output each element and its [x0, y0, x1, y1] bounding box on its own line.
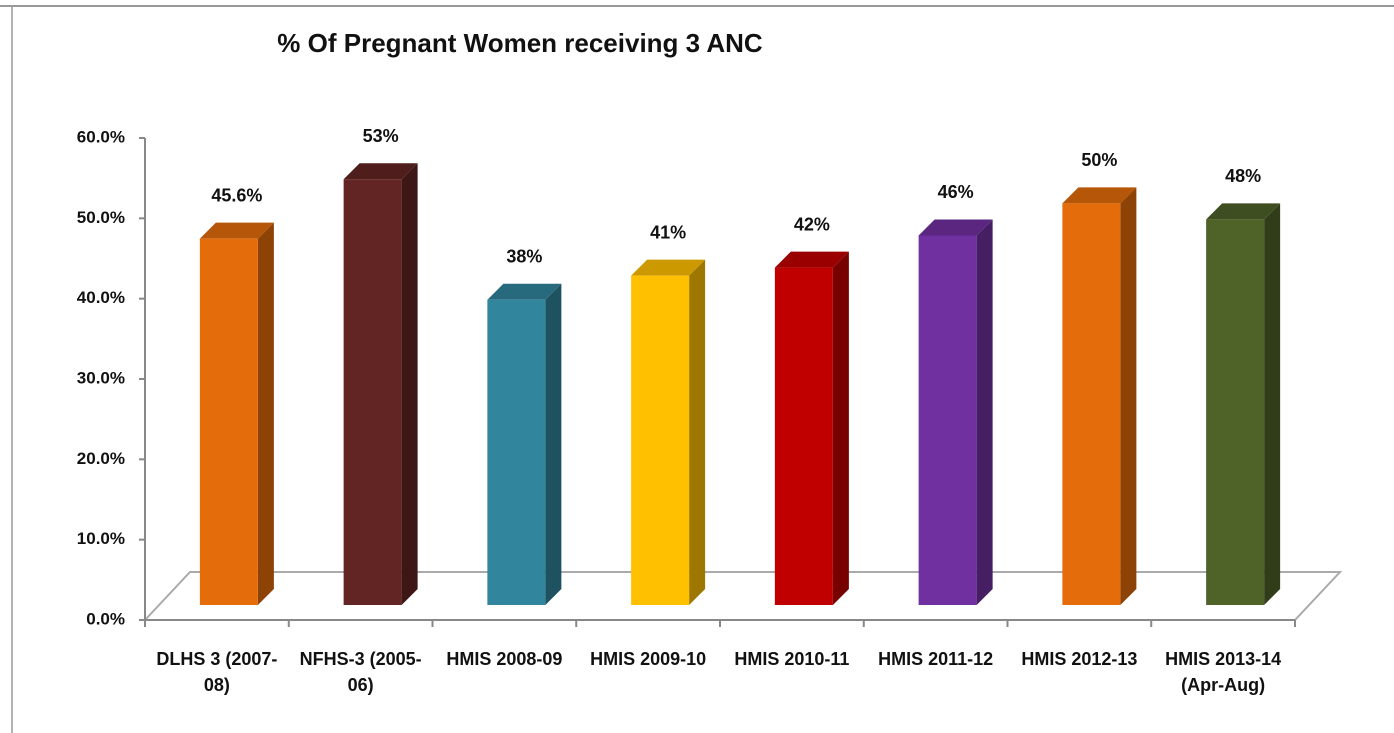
bar-top — [343, 163, 418, 180]
chart-title: % Of Pregnant Women receiving 3 ANC — [277, 28, 763, 58]
x-tick-label: DLHS 3 (2007-08) — [156, 649, 278, 695]
y-tick-label: 10.0% — [77, 529, 125, 548]
bar-side — [832, 251, 849, 605]
y-tick-label: 50.0% — [77, 208, 125, 227]
bar — [1206, 203, 1281, 605]
value-label: 53% — [363, 126, 399, 146]
bar-side — [976, 219, 993, 605]
x-tick-label: HMIS 2010-11 — [734, 649, 850, 669]
bar — [918, 219, 993, 605]
bar — [343, 163, 418, 605]
x-tick-label: HMIS 2008-09 — [446, 649, 563, 669]
bar-top — [487, 283, 562, 300]
bar-top — [774, 251, 849, 268]
x-tick-label: HMIS 2012-13 — [1021, 649, 1138, 669]
bar-front — [774, 267, 833, 605]
bar — [774, 251, 849, 605]
y-tick-label: 30.0% — [77, 368, 125, 387]
bar-front — [199, 238, 258, 605]
bar-side — [257, 222, 274, 605]
y-tick-label: 40.0% — [77, 288, 125, 307]
bar-top — [199, 222, 274, 239]
bar-side — [401, 163, 418, 605]
value-label: 41% — [650, 222, 686, 242]
bar — [487, 283, 562, 605]
bar — [199, 222, 274, 605]
value-label: 46% — [938, 182, 974, 202]
x-tick-label: HMIS 2011-12 — [878, 649, 994, 669]
bar-top — [631, 259, 706, 276]
bar-side — [545, 283, 562, 605]
x-tick-label: HMIS 2013-14 (Apr-Aug) — [1165, 649, 1282, 695]
value-label: 50% — [1081, 150, 1117, 170]
bar-top — [1062, 187, 1137, 204]
bar-front — [631, 275, 690, 605]
bar-front — [487, 299, 546, 605]
bar-top — [1206, 203, 1281, 220]
bar-top — [918, 219, 993, 236]
value-label: 42% — [794, 214, 830, 234]
y-tick-label: 20.0% — [77, 449, 125, 468]
y-tick-label: 60.0% — [77, 127, 125, 146]
bar-side — [689, 259, 706, 605]
y-tick-label: 0.0% — [86, 609, 125, 628]
x-tick-label: NFHS-3 (2005-06) — [299, 649, 422, 695]
floor — [142, 571, 1343, 621]
value-label: 38% — [506, 246, 542, 266]
value-label: 48% — [1225, 166, 1261, 186]
bar-front — [918, 235, 977, 605]
value-label: 45.6% — [211, 185, 262, 205]
x-tick-label: HMIS 2009-10 — [590, 649, 707, 669]
bar-front — [343, 179, 402, 605]
bar-side — [1120, 187, 1137, 606]
bar-side — [1264, 203, 1281, 605]
bar — [631, 259, 706, 605]
bar — [1062, 187, 1137, 606]
bar-front — [1062, 203, 1121, 606]
bar-front — [1206, 219, 1265, 605]
